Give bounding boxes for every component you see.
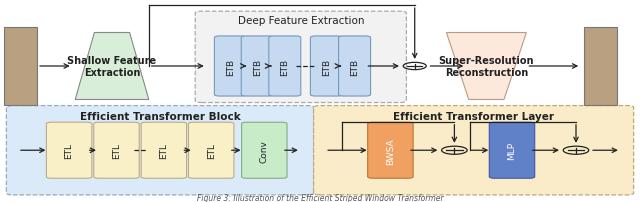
Text: Super-Resolution
Reconstruction: Super-Resolution Reconstruction: [438, 56, 534, 77]
FancyBboxPatch shape: [214, 37, 246, 97]
FancyBboxPatch shape: [241, 123, 287, 178]
Text: Figure 3: Illustration of the Efficient Striped Window Transformer: Figure 3: Illustration of the Efficient …: [196, 193, 444, 202]
Text: ETB: ETB: [226, 58, 235, 75]
FancyBboxPatch shape: [188, 123, 234, 178]
Text: Deep Feature Extraction: Deep Feature Extraction: [237, 16, 364, 26]
FancyBboxPatch shape: [141, 123, 187, 178]
Text: ETB: ETB: [350, 58, 359, 75]
Polygon shape: [76, 33, 148, 100]
FancyBboxPatch shape: [310, 37, 342, 97]
FancyBboxPatch shape: [269, 37, 301, 97]
FancyBboxPatch shape: [47, 123, 92, 178]
FancyBboxPatch shape: [195, 12, 406, 103]
Text: BWSA: BWSA: [386, 137, 395, 164]
Text: ETL: ETL: [159, 143, 168, 158]
Text: ETL: ETL: [112, 143, 121, 158]
Text: ETB: ETB: [280, 58, 289, 75]
FancyBboxPatch shape: [241, 37, 273, 97]
FancyBboxPatch shape: [314, 106, 634, 195]
FancyBboxPatch shape: [584, 28, 617, 105]
FancyBboxPatch shape: [4, 28, 37, 105]
Polygon shape: [447, 33, 526, 100]
Text: Shallow Feature
Extraction: Shallow Feature Extraction: [67, 56, 157, 77]
FancyBboxPatch shape: [490, 123, 535, 178]
Text: ETB: ETB: [322, 58, 331, 75]
Text: MLP: MLP: [508, 141, 516, 160]
Text: ETB: ETB: [253, 58, 262, 75]
FancyBboxPatch shape: [93, 123, 140, 178]
Text: Conv: Conv: [260, 139, 269, 162]
Text: Efficient Transformer Layer: Efficient Transformer Layer: [393, 111, 554, 121]
Text: ETL: ETL: [207, 143, 216, 158]
FancyBboxPatch shape: [339, 37, 371, 97]
FancyBboxPatch shape: [367, 123, 413, 178]
Text: ETL: ETL: [65, 143, 74, 158]
FancyBboxPatch shape: [6, 106, 314, 195]
Text: Efficient Transformer Block: Efficient Transformer Block: [79, 111, 241, 121]
